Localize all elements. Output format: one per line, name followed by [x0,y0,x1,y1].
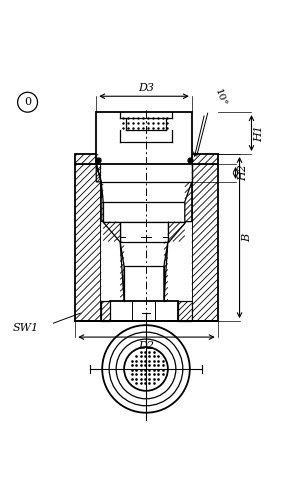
Bar [96,112,192,164]
Polygon shape [96,164,101,182]
Polygon shape [120,241,124,301]
Polygon shape [178,301,192,321]
Text: D2: D2 [138,341,154,351]
Bar [120,222,168,241]
Text: 0: 0 [24,97,31,107]
Bar [101,164,192,321]
Text: D3: D3 [138,83,154,93]
Text: SW1: SW1 [13,323,38,333]
Text: H1: H1 [254,125,265,141]
Polygon shape [185,182,192,222]
Circle shape [124,347,168,391]
Circle shape [109,332,183,406]
Bar [110,301,178,321]
Text: 10°: 10° [213,88,228,108]
Text: B: B [242,233,253,241]
Bar [103,202,185,222]
Circle shape [116,339,176,399]
Bar [75,164,101,321]
Polygon shape [168,222,185,241]
Bar [75,154,218,164]
Polygon shape [101,301,110,321]
Polygon shape [103,222,120,241]
Circle shape [102,325,190,413]
Polygon shape [101,182,103,222]
Text: H2: H2 [239,164,249,181]
Bar [192,164,218,321]
Polygon shape [164,241,168,301]
